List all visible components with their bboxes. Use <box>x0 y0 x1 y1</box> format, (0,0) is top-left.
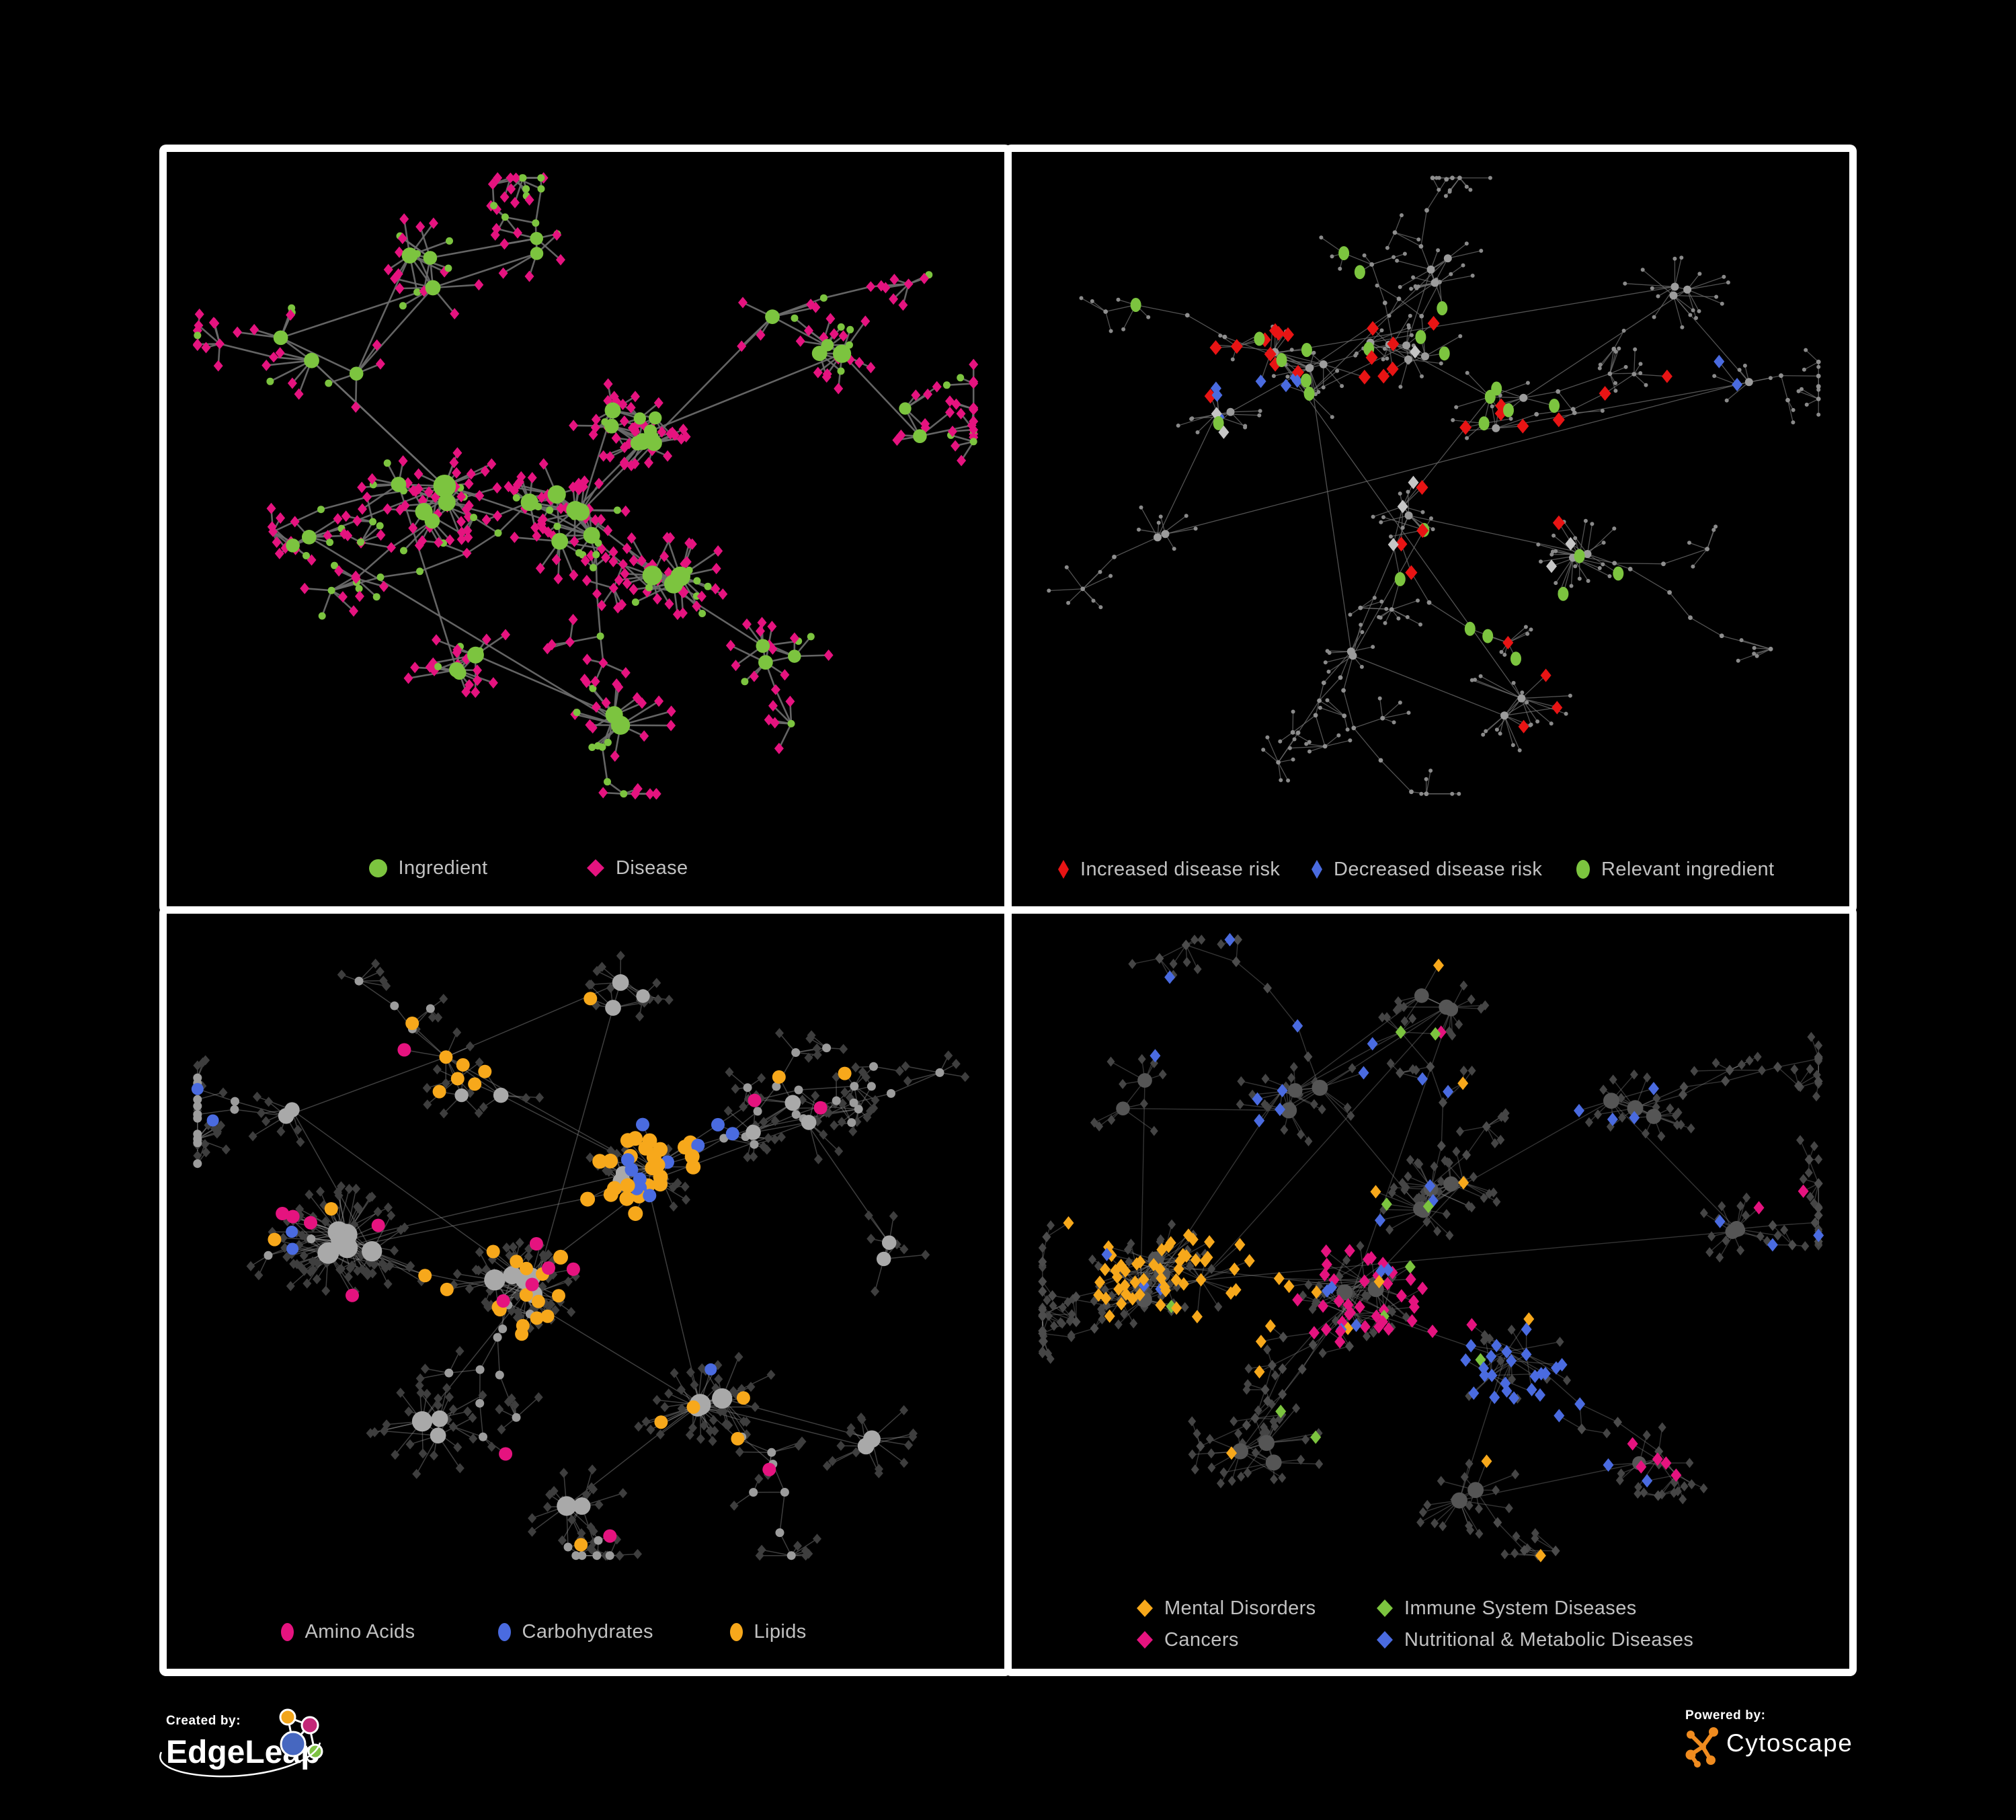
legend-item: Nutritional & Metabolic Diseases <box>1377 1628 1694 1651</box>
panel-disease-categories-network: Mental Disorders Immune System Diseases Ca… <box>1004 906 1857 1676</box>
edgeleap-node-orange <box>279 1708 296 1726</box>
legend-item: Relevant ingredient <box>1576 858 1775 880</box>
legend-marker-ellipse-icon <box>280 1622 294 1641</box>
legend-item: Increased disease risk <box>1058 858 1281 880</box>
legend-item: Disease <box>587 857 688 879</box>
macronutrients-network-graph <box>191 951 970 1561</box>
cytoscape-wordmark: Cytoscape <box>1726 1729 1853 1757</box>
legend-item: Cancers <box>1137 1628 1239 1651</box>
legend-label: Immune System Diseases <box>1404 1597 1637 1619</box>
legend-marker-diamond-icon <box>1137 1599 1153 1617</box>
legend-item: Ingredient <box>368 857 488 879</box>
legend-marker-diamond-icon <box>1377 1631 1393 1649</box>
legend-marker-ellipse-icon <box>497 1622 511 1641</box>
legend-item: Immune System Diseases <box>1377 1597 1637 1619</box>
panel-ingredient-disease-network: Ingredient Disease <box>159 145 1012 914</box>
legend-label: Decreased disease risk <box>1334 858 1543 880</box>
legend-item: Mental Disorders <box>1137 1597 1316 1619</box>
legend-label: Mental Disorders <box>1164 1597 1316 1619</box>
disease-categories-network-graph <box>1038 933 1824 1562</box>
panel-macronutrients-network: Amino Acids Carbohydrates Lipids <box>159 906 1012 1676</box>
edgeleap-node-pink <box>300 1716 319 1735</box>
legend-marker-diamond-icon <box>587 859 604 877</box>
legend-item: Carbohydrates <box>497 1620 653 1643</box>
legend-label: Amino Acids <box>305 1620 415 1643</box>
powered-by-label: Powered by: <box>1685 1708 1766 1723</box>
edgeleap-swoosh-icon <box>159 1742 321 1778</box>
cytoscape-logo-icon <box>1685 1727 1718 1768</box>
legend-label: Disease <box>616 857 688 879</box>
legend-label: Lipids <box>754 1620 807 1643</box>
legend-marker-diamond-icon <box>1137 1631 1153 1649</box>
legend-marker-diamond-icon <box>1058 860 1069 879</box>
created-by-label: Created by: <box>166 1714 241 1728</box>
legend-marker-circle-icon <box>368 859 387 877</box>
disease-risk-network-graph <box>1047 175 1821 797</box>
legend-item: Amino Acids <box>280 1620 415 1643</box>
legend-label: Relevant ingredient <box>1601 858 1775 880</box>
legend-label: Ingredient <box>398 857 488 879</box>
legend-label: Increased disease risk <box>1080 858 1281 880</box>
legend-marker-diamond-icon <box>1377 1599 1393 1617</box>
legend-label: Carbohydrates <box>522 1620 653 1643</box>
powered-by-block: Powered by: <box>1685 1708 1766 1723</box>
legend-label: Nutritional & Metabolic Diseases <box>1404 1628 1694 1651</box>
legend-marker-ellipse-icon <box>729 1622 743 1641</box>
legend-marker-diamond-icon <box>1312 860 1322 879</box>
legend-label: Cancers <box>1164 1628 1239 1651</box>
legend-marker-ellipse-icon <box>1576 860 1590 879</box>
legend-item: Lipids <box>729 1620 807 1643</box>
legend-item: Decreased disease risk <box>1312 858 1543 880</box>
edgeleap-node-blue <box>280 1731 307 1757</box>
panel-disease-risk-network: Increased disease risk Decreased disease … <box>1004 145 1857 914</box>
ingredient-disease-network-graph <box>192 172 979 800</box>
